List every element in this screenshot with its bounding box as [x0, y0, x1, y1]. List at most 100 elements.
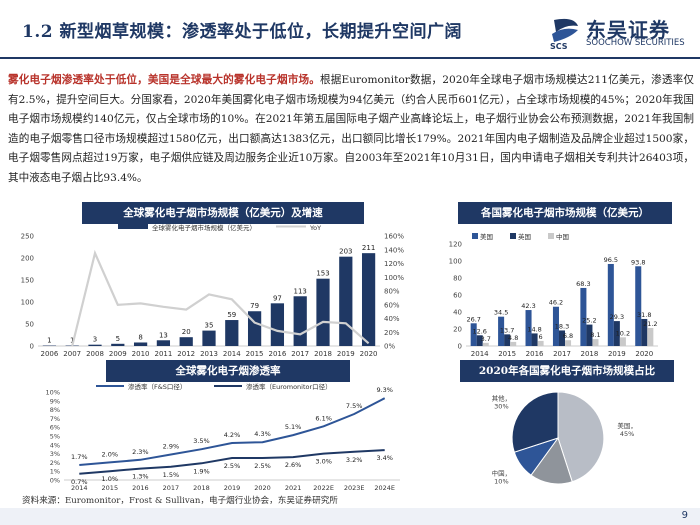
- point-label-1-2016: 1.3%: [132, 473, 149, 481]
- point-label-1-2021: 2.6%: [285, 461, 302, 469]
- bar-label-2018-2: 8.1: [590, 331, 600, 339]
- bar-2017: [293, 296, 307, 346]
- yoy-line: [71, 249, 370, 347]
- y-tick-right-8: 160%: [384, 233, 404, 241]
- x-tick-2019: 2019: [224, 484, 241, 492]
- page-title: 1.2 新型烟草规模：渗透率处于低位，长期提升空间广阔: [22, 22, 462, 42]
- y-tick-left-1: 50: [25, 321, 34, 329]
- bar-2017-0: [552, 306, 559, 346]
- y-tick-right-5: 100%: [384, 274, 404, 282]
- x-tick-2021: 2021: [285, 484, 302, 492]
- chart-global-market: 全球雾化电子烟市场规模（亿美元） YoY 0 50 100 150 200 250 0% 20% 4…: [21, 223, 405, 358]
- bar-2018: [316, 278, 330, 346]
- point-label-1-2020: 2.5%: [254, 462, 271, 470]
- point-label-1-2017: 1.5%: [163, 471, 180, 479]
- x-tick-2020: 2020: [254, 484, 271, 492]
- point-label-1-2014: 0.7%: [71, 478, 88, 486]
- point-label-1-2015: 1.0%: [102, 475, 119, 483]
- legend-swatch-2: [548, 233, 554, 239]
- chart-country-market: 0 20 40 60 80 100 120 美国 英国 中国 26.7 12.63.7 2014 34.5…: [449, 232, 658, 358]
- y-tick-3: 60: [453, 292, 462, 300]
- bar-2018-1: [586, 324, 593, 346]
- x-tick-2020: 2020: [360, 350, 378, 358]
- bar-2015-1: [504, 334, 511, 346]
- point-label-0-2014: 1.7%: [71, 453, 88, 461]
- x-tick-2016: 2016: [526, 350, 544, 358]
- x-tick-2020: 2020: [635, 350, 653, 358]
- legend-swatch-0: [472, 233, 478, 239]
- y-tick-left-2: 100: [21, 299, 34, 307]
- chart1-banner: 全球雾化电子烟市场规模（亿美元）及增速: [82, 202, 364, 224]
- bar-label-2019-2: 10.2: [616, 329, 630, 337]
- x-tick-2024E: 2024E: [374, 484, 395, 492]
- y-tick-right-7: 140%: [384, 246, 404, 254]
- bar-2019-2: [619, 337, 626, 346]
- x-tick-2011: 2011: [154, 350, 172, 358]
- x-tick-2016: 2016: [132, 484, 149, 492]
- y-tick-2: 40: [453, 309, 462, 317]
- bar-2014: [225, 320, 239, 346]
- x-tick-2023E: 2023E: [344, 484, 365, 492]
- y-tick-3: 3%: [50, 450, 60, 458]
- logo-cn: 东吴证券: [586, 18, 670, 42]
- bar-2016-2: [537, 340, 544, 346]
- y-tick-5: 5%: [50, 433, 60, 441]
- y-tick-right-0: 0%: [384, 343, 395, 351]
- bar-label-2015: 79: [250, 302, 259, 310]
- bar-2015-0: [498, 316, 505, 346]
- x-tick-2007: 2007: [63, 350, 81, 358]
- chart-country-share: 美国，45% 英国，15% 中国，10% 其他，30%: [492, 391, 637, 495]
- x-tick-2008: 2008: [86, 350, 104, 358]
- point-label-0-2018: 3.5%: [193, 437, 210, 445]
- bar-label-2015-1: 13.7: [500, 326, 514, 334]
- y-tick-right-1: 20%: [384, 329, 400, 337]
- x-tick-2014: 2014: [471, 350, 489, 358]
- line-0: [79, 397, 386, 466]
- bar-label-2020: 211: [362, 244, 375, 252]
- y-tick-0: 0: [458, 343, 462, 351]
- y-tick-10: 10%: [46, 389, 60, 397]
- point-label-0-2017: 2.9%: [163, 442, 180, 450]
- point-label-0-2019: 4.2%: [224, 431, 241, 439]
- y-tick-left-0: 0: [30, 343, 34, 351]
- bar-label-2014-0: 26.7: [466, 315, 480, 323]
- x-tick-2010: 2010: [132, 350, 150, 358]
- bar-2020-2: [647, 327, 654, 346]
- bar-label-2016-0: 42.3: [521, 302, 535, 310]
- brand-logo: SCS 东吴证券 SOOCHOW SECURITIES: [548, 14, 693, 52]
- point-label-0-2015: 2.0%: [102, 450, 119, 458]
- bar-2011: [156, 340, 171, 346]
- x-tick-2019: 2019: [608, 350, 626, 358]
- bar-2009: [111, 343, 125, 346]
- x-tick-2015: 2015: [102, 484, 119, 492]
- logo-mark-icon: SCS: [550, 18, 578, 50]
- pie-label-0: 美国， 45%: [617, 421, 637, 438]
- point-label-1-2023E: 3.2%: [346, 456, 363, 464]
- point-label-0-2021: 5.1%: [285, 423, 302, 431]
- point-label-0-2020: 4.3%: [254, 430, 271, 438]
- footer-bar: [0, 508, 700, 525]
- x-tick-2017: 2017: [291, 350, 309, 358]
- point-label-1-2018: 1.9%: [193, 467, 210, 475]
- bar-label-2017-0: 46.2: [549, 299, 563, 307]
- x-tick-2012: 2012: [177, 350, 195, 358]
- bar-label-2018: 153: [316, 270, 329, 278]
- x-tick-2018: 2018: [193, 484, 210, 492]
- bar-2019: [339, 256, 353, 346]
- bar-2017-1: [558, 330, 566, 346]
- x-tick-2014: 2014: [71, 484, 88, 492]
- bar-label-2015-0: 34.5: [494, 309, 508, 317]
- bar-2013: [202, 330, 216, 346]
- bar-label-2016-1: 14.8: [527, 325, 541, 333]
- y-tick-4: 80: [453, 275, 462, 283]
- bar-label-2008: 3: [93, 336, 97, 344]
- bar-2018-2: [592, 339, 599, 346]
- legend-label-2: 中国: [556, 232, 569, 241]
- bar-2019-0: [607, 263, 614, 346]
- x-tick-2013: 2013: [200, 350, 218, 358]
- x-tick-2009: 2009: [109, 350, 127, 358]
- point-label-0-2016: 2.3%: [132, 448, 149, 456]
- y-tick-right-3: 60%: [384, 301, 400, 309]
- bar-2012: [179, 337, 193, 346]
- bar-label-2015-2: 4.8: [508, 334, 518, 342]
